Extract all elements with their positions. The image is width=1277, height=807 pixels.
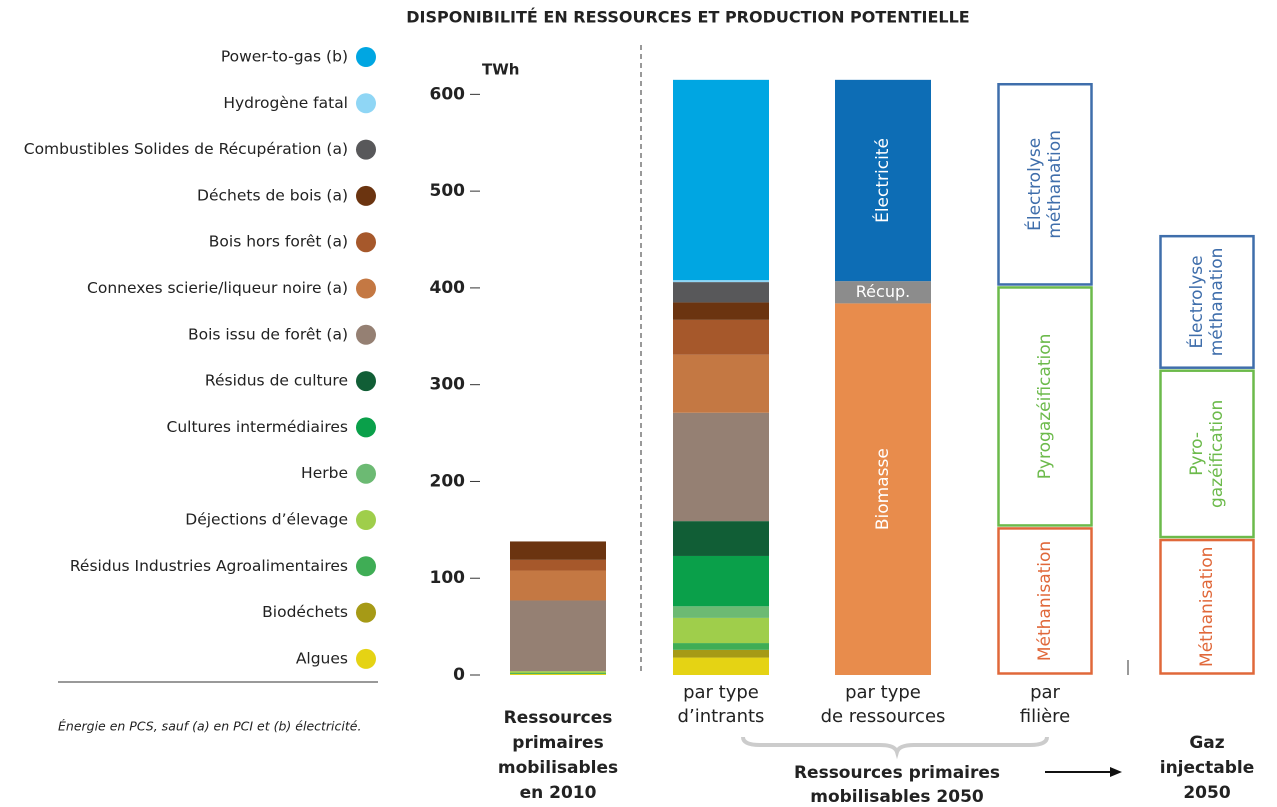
y-tick-label: 500 bbox=[430, 181, 466, 201]
legend-swatch bbox=[356, 278, 376, 299]
bar-segment bbox=[673, 280, 769, 283]
bar-segment bbox=[510, 600, 606, 672]
y-tick-label: 100 bbox=[430, 568, 466, 588]
segment-label: Électricité bbox=[871, 138, 893, 223]
segment-label: Méthanisation bbox=[1197, 547, 1217, 667]
segment-label: Récup. bbox=[856, 282, 910, 301]
bar-segment bbox=[673, 319, 769, 355]
legend-swatch bbox=[356, 139, 376, 160]
bar-segment bbox=[673, 555, 769, 607]
bar-segment bbox=[510, 541, 606, 560]
legend-swatch bbox=[356, 93, 376, 114]
bar-segment bbox=[835, 281, 931, 304]
arrow-head bbox=[1110, 767, 1122, 777]
segment-label: Biomasse bbox=[873, 448, 893, 530]
legend-swatch bbox=[356, 510, 376, 530]
bar-segment bbox=[835, 79, 931, 282]
legend-label: Bois issu de forêt (a) bbox=[188, 325, 348, 343]
legend-label: Algues bbox=[296, 649, 348, 667]
y-axis-label: TWh bbox=[482, 61, 519, 79]
bar-segment bbox=[997, 286, 1093, 527]
legend-swatch bbox=[356, 232, 376, 253]
legend-swatch bbox=[356, 417, 376, 438]
bar-segment bbox=[673, 617, 769, 644]
legend-label: Combustibles Solides de Récupération (a) bbox=[24, 140, 348, 158]
legend-swatch bbox=[356, 324, 376, 345]
bar-segment bbox=[673, 521, 769, 556]
bar-segment bbox=[673, 354, 769, 413]
bar-segment bbox=[673, 606, 769, 618]
note: Énergie en PCS, sauf (a) en PCI et (b) é… bbox=[58, 719, 361, 734]
y-tick-label: 200 bbox=[430, 471, 466, 491]
bar-segment bbox=[1159, 538, 1255, 675]
segment-label: Pyrogazéification bbox=[1035, 334, 1055, 480]
legend-label: Résidus Industries Agroalimentaires bbox=[70, 557, 348, 575]
bar-segment bbox=[997, 527, 1093, 675]
group-label: Ressources primaires mobilisables 2050 bbox=[794, 763, 1000, 807]
legend-label: Herbe bbox=[301, 464, 348, 482]
legend-label: Connexes scierie/liqueur noire (a) bbox=[87, 279, 348, 297]
bar-segment bbox=[673, 282, 769, 303]
legend-swatch bbox=[356, 602, 376, 623]
chart-title: DISPONIBILITÉ EN RESSOURCES ET PRODUCTIO… bbox=[406, 8, 969, 27]
legend-label: Hydrogène fatal bbox=[223, 94, 348, 112]
bar-segment bbox=[510, 674, 606, 675]
legend-swatch bbox=[356, 185, 376, 206]
bar-segment bbox=[510, 559, 606, 571]
legend-label: Bois hors forêt (a) bbox=[209, 233, 348, 251]
x-tick-label: Ressources primaires mobilisables en 2010 bbox=[498, 708, 618, 803]
bar-segment bbox=[673, 649, 769, 658]
bar-segment bbox=[510, 671, 606, 674]
legend-label: Déchets de bois (a) bbox=[197, 186, 348, 204]
segment-label: Électrolyseméthanation bbox=[1023, 130, 1065, 239]
segment-label: Électrolyseméthanation bbox=[1185, 248, 1227, 357]
bar-segment bbox=[1159, 234, 1255, 369]
legend-swatch bbox=[356, 463, 376, 484]
bar-segment bbox=[510, 673, 606, 675]
segment-label: Méthanisation bbox=[1035, 541, 1055, 661]
legend-label: Cultures intermédiaires bbox=[167, 418, 349, 436]
bar-segment bbox=[673, 302, 769, 320]
bar-segment bbox=[673, 643, 769, 650]
legend-label: Power-to-gas (b) bbox=[221, 48, 348, 66]
bar-segment bbox=[835, 303, 931, 675]
legend-label: Biodéchets bbox=[262, 603, 348, 621]
x-tick-label: Gaz injectable 2050 bbox=[1160, 733, 1255, 803]
x-tick-label: par type de ressources bbox=[821, 682, 946, 727]
x-tick-label: par type d’intrants bbox=[678, 682, 765, 727]
brace bbox=[741, 736, 1049, 760]
legend-label: Résidus de culture bbox=[205, 372, 348, 390]
legend-swatch bbox=[356, 648, 376, 669]
legend-swatch bbox=[356, 47, 376, 67]
bar-segment bbox=[1159, 369, 1255, 539]
y-tick-label: 400 bbox=[430, 278, 466, 298]
y-tick-label: 600 bbox=[430, 84, 466, 104]
bar-segment bbox=[510, 570, 606, 601]
segment-label: Pyro-gazéification bbox=[1187, 400, 1227, 508]
legend-swatch bbox=[356, 371, 376, 392]
bar-segment bbox=[997, 82, 1093, 286]
y-tick-label: 0 bbox=[453, 665, 465, 685]
bar-segment bbox=[673, 412, 769, 522]
bar-segment bbox=[673, 657, 769, 675]
legend-swatch bbox=[356, 556, 376, 577]
legend-label: Déjections d’élevage bbox=[185, 511, 348, 529]
bar-segment bbox=[673, 79, 769, 281]
y-tick-label: 300 bbox=[430, 375, 466, 395]
x-tick-label: par filière bbox=[1020, 682, 1071, 727]
